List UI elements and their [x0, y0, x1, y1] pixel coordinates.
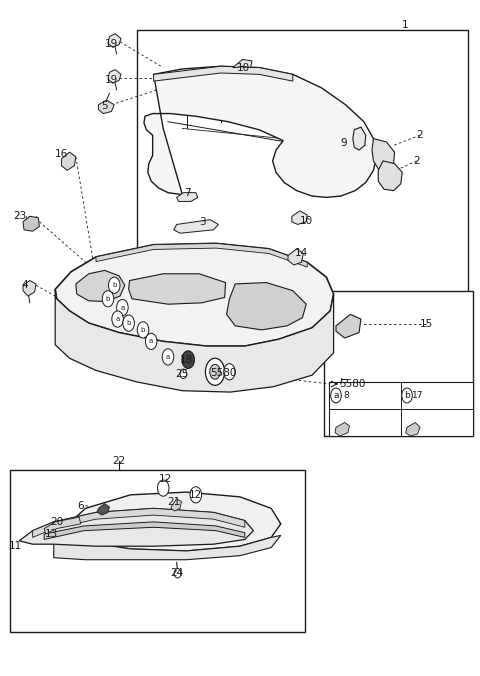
Circle shape: [162, 349, 174, 365]
Text: 5: 5: [101, 101, 108, 111]
Circle shape: [157, 480, 169, 496]
Circle shape: [102, 291, 114, 307]
Polygon shape: [378, 161, 402, 191]
Text: 3: 3: [199, 217, 206, 226]
Bar: [329, 382, 473, 436]
Text: b: b: [404, 391, 410, 400]
Polygon shape: [144, 66, 377, 197]
Circle shape: [182, 351, 194, 368]
Circle shape: [108, 277, 120, 293]
Text: a: a: [116, 316, 120, 322]
Text: a: a: [149, 339, 153, 344]
Bar: [10, 470, 305, 632]
Text: 2: 2: [413, 156, 420, 166]
Circle shape: [180, 369, 187, 379]
Circle shape: [174, 569, 181, 578]
Text: 18: 18: [180, 356, 193, 365]
Text: 25: 25: [175, 369, 188, 379]
Text: b: b: [126, 320, 131, 326]
Polygon shape: [336, 314, 361, 338]
Polygon shape: [108, 34, 121, 47]
Circle shape: [145, 333, 157, 349]
Polygon shape: [171, 499, 181, 511]
Polygon shape: [23, 281, 36, 296]
Text: 21: 21: [167, 497, 180, 506]
Polygon shape: [233, 59, 252, 68]
Polygon shape: [98, 100, 114, 114]
Text: 24: 24: [170, 569, 183, 578]
Polygon shape: [33, 508, 245, 537]
Text: 10: 10: [300, 216, 313, 226]
Text: 1: 1: [402, 20, 409, 30]
Circle shape: [210, 364, 220, 379]
Polygon shape: [292, 211, 307, 224]
Polygon shape: [23, 216, 39, 231]
Polygon shape: [55, 289, 334, 392]
Polygon shape: [174, 220, 218, 233]
Polygon shape: [44, 517, 81, 534]
Text: 9: 9: [340, 139, 347, 148]
Text: a: a: [333, 391, 339, 400]
Text: 15: 15: [420, 320, 433, 329]
Polygon shape: [406, 422, 420, 436]
Circle shape: [224, 364, 235, 380]
Circle shape: [402, 388, 412, 403]
Polygon shape: [61, 152, 76, 170]
Polygon shape: [129, 274, 226, 304]
Polygon shape: [288, 249, 303, 265]
Circle shape: [112, 311, 123, 327]
Polygon shape: [372, 139, 395, 170]
Polygon shape: [76, 270, 125, 301]
Polygon shape: [154, 66, 293, 81]
Text: 7: 7: [184, 188, 191, 197]
Polygon shape: [54, 492, 281, 551]
Text: 19: 19: [105, 39, 118, 49]
Polygon shape: [227, 283, 306, 330]
Circle shape: [117, 299, 128, 316]
Polygon shape: [108, 70, 121, 83]
Bar: [137, 30, 468, 314]
Text: 5580: 5580: [340, 379, 366, 389]
Text: 16: 16: [55, 149, 68, 159]
Polygon shape: [353, 127, 366, 150]
Polygon shape: [54, 535, 281, 560]
Polygon shape: [335, 422, 349, 436]
Polygon shape: [96, 243, 307, 267]
Bar: [324, 291, 473, 436]
Text: 22: 22: [112, 456, 126, 466]
Text: 6: 6: [77, 501, 84, 510]
Text: 2: 2: [417, 130, 423, 140]
Text: b: b: [112, 283, 117, 288]
Circle shape: [190, 487, 202, 503]
Circle shape: [205, 358, 225, 385]
Text: 4: 4: [22, 281, 28, 290]
Text: 20: 20: [50, 517, 63, 527]
Circle shape: [123, 315, 134, 331]
Polygon shape: [55, 243, 334, 346]
Text: a: a: [120, 305, 124, 310]
Text: b: b: [106, 296, 110, 301]
Text: 11: 11: [9, 541, 22, 551]
Polygon shape: [177, 193, 198, 201]
Text: 10: 10: [237, 63, 251, 72]
Text: 17: 17: [412, 391, 423, 400]
Text: 12: 12: [159, 474, 172, 483]
Text: 5580: 5580: [210, 368, 236, 378]
Text: 14: 14: [295, 249, 308, 258]
Circle shape: [331, 388, 341, 403]
Text: a: a: [166, 354, 170, 360]
Text: 19: 19: [105, 75, 118, 84]
Text: b: b: [141, 327, 145, 333]
Text: 12: 12: [189, 490, 203, 500]
Circle shape: [137, 322, 149, 338]
Text: 13: 13: [45, 529, 59, 539]
Polygon shape: [19, 508, 253, 546]
Polygon shape: [44, 522, 245, 539]
Text: 8: 8: [344, 391, 349, 400]
Polygon shape: [97, 504, 109, 515]
Text: 23: 23: [13, 212, 27, 221]
